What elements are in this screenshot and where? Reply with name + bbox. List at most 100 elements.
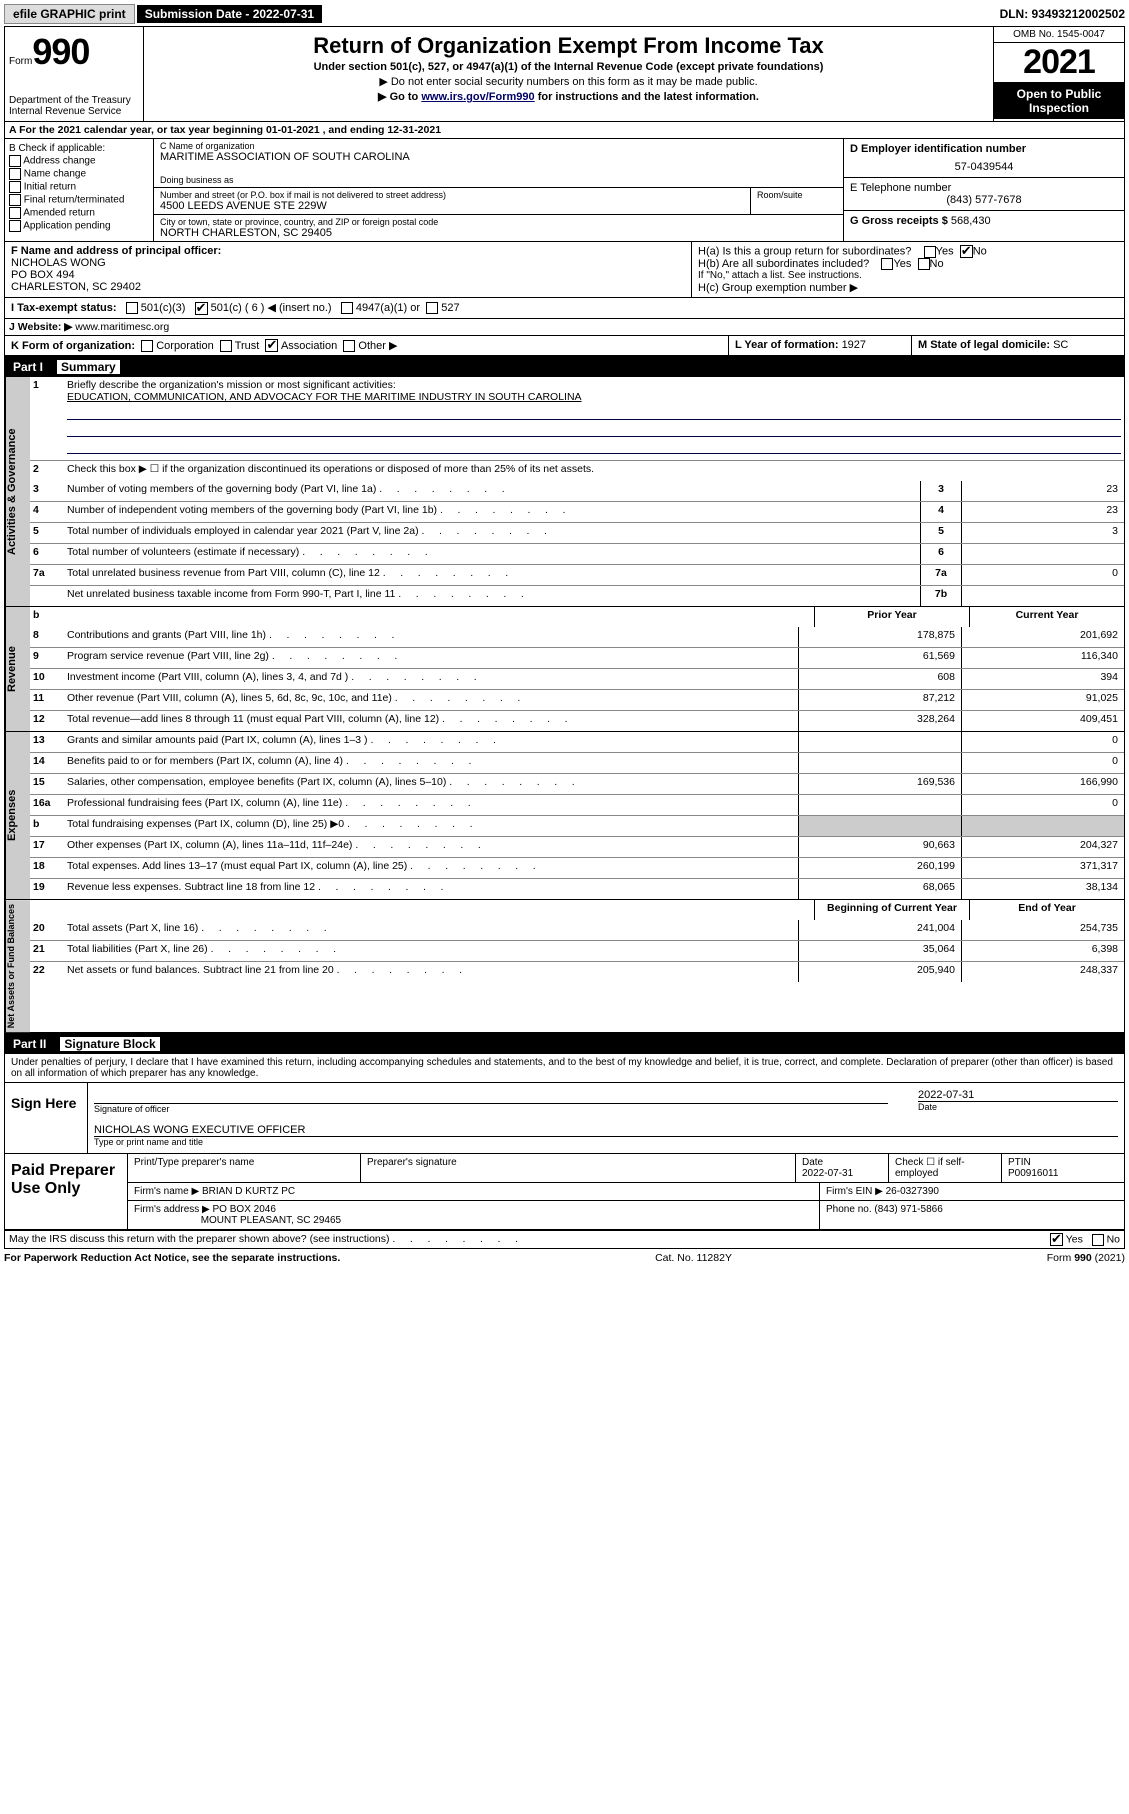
discuss-row: May the IRS discuss this return with the…	[5, 1231, 1124, 1248]
footer-right: Form 990 (2021)	[1047, 1252, 1125, 1264]
row-k: K Form of organization: Corporation Trus…	[5, 336, 1124, 358]
form-container: Form990 Department of the Treasury Inter…	[4, 26, 1125, 1249]
k-trust[interactable]	[220, 340, 232, 352]
sig-date-label: Date	[918, 1102, 1118, 1112]
firm-ein: 26-0327390	[886, 1186, 939, 1197]
b-heading: B Check if applicable:	[9, 143, 149, 154]
print-name-label: Type or print name and title	[94, 1137, 1118, 1147]
chk-amended[interactable]	[9, 207, 21, 219]
form-number: 990	[32, 31, 89, 72]
ha-no[interactable]	[960, 245, 973, 258]
chk-final[interactable]	[9, 194, 21, 206]
name-label: C Name of organization	[160, 141, 837, 151]
sub3-pre: ▶ Go to	[378, 91, 421, 103]
k-assoc[interactable]	[265, 339, 278, 352]
addr-label: Number and street (or P.O. box if mail i…	[160, 190, 744, 200]
footer-left: For Paperwork Reduction Act Notice, see …	[4, 1252, 340, 1264]
room-label: Room/suite	[757, 190, 837, 200]
col-c: C Name of organization MARITIME ASSOCIAT…	[154, 139, 843, 241]
table-row: 18Total expenses. Add lines 13–17 (must …	[30, 857, 1124, 878]
vert-net: Net Assets or Fund Balances	[5, 900, 30, 1032]
i-501c3[interactable]	[126, 302, 138, 314]
summary-row: 7aTotal unrelated business revenue from …	[30, 564, 1124, 585]
paid-preparer-block: Paid Preparer Use Only Print/Type prepar…	[5, 1154, 1124, 1231]
form-header: Form990 Department of the Treasury Inter…	[5, 27, 1124, 122]
hb-no[interactable]	[918, 258, 930, 270]
vert-exp: Expenses	[5, 732, 30, 899]
table-row: 19Revenue less expenses. Subtract line 1…	[30, 878, 1124, 899]
ha-label: H(a) Is this a group return for subordin…	[698, 245, 911, 257]
table-row: 22Net assets or fund balances. Subtract …	[30, 961, 1124, 982]
end-year-hdr: End of Year	[969, 900, 1124, 920]
table-row: 13Grants and similar amounts paid (Part …	[30, 732, 1124, 752]
vert-rev: Revenue	[5, 607, 30, 731]
revenue-section: Revenue b Prior Year Current Year 8Contr…	[5, 607, 1124, 732]
k-corp[interactable]	[141, 340, 153, 352]
col-b-checkboxes: B Check if applicable: Address change Na…	[5, 139, 154, 241]
hb-note: If "No," attach a list. See instructions…	[698, 270, 1118, 281]
hb-yes[interactable]	[881, 258, 893, 270]
sign-here-label: Sign Here	[5, 1083, 88, 1153]
sub1: Under section 501(c), 527, or 4947(a)(1)…	[314, 61, 824, 73]
street-addr: 4500 LEEDS AVENUE STE 229W	[160, 200, 744, 212]
table-row: 15Salaries, other compensation, employee…	[30, 773, 1124, 794]
submission-date: Submission Date - 2022-07-31	[137, 5, 322, 23]
website-url[interactable]: www.maritimesc.org	[75, 321, 169, 333]
paid-label: Paid Preparer Use Only	[5, 1154, 128, 1229]
state-domicile: SC	[1053, 339, 1068, 351]
netassets-section: Net Assets or Fund Balances Beginning of…	[5, 900, 1124, 1034]
activities-governance: Activities & Governance 1 Briefly descri…	[5, 377, 1124, 607]
gross-value: 568,430	[951, 215, 991, 227]
firm-phone: (843) 971-5866	[874, 1204, 942, 1215]
tax-year: 2021	[994, 43, 1124, 83]
chk-pending[interactable]	[9, 220, 21, 232]
dln: DLN: 93493212002502	[1000, 7, 1125, 21]
summary-row: Net unrelated business taxable income fr…	[30, 585, 1124, 606]
officer-addr1: PO BOX 494	[11, 269, 685, 281]
prep-date: 2022-07-31	[802, 1168, 853, 1179]
discuss-q: May the IRS discuss this return with the…	[9, 1233, 1050, 1246]
city-state: NORTH CHARLESTON, SC 29405	[160, 227, 837, 239]
dba-label: Doing business as	[160, 175, 837, 185]
sub2: ▶ Do not enter social security numbers o…	[152, 75, 985, 88]
officer-print-name: NICHOLAS WONG EXECUTIVE OFFICER	[94, 1124, 1118, 1136]
firm-addr2: MOUNT PLEASANT, SC 29465	[201, 1215, 341, 1226]
i-527[interactable]	[426, 302, 438, 314]
row-a: A For the 2021 calendar year, or tax yea…	[5, 122, 1124, 139]
begin-year-hdr: Beginning of Current Year	[814, 900, 969, 920]
sub3-post: for instructions and the latest informat…	[535, 91, 759, 103]
table-row: 11Other revenue (Part VIII, column (A), …	[30, 689, 1124, 710]
form-title: Return of Organization Exempt From Incom…	[152, 33, 985, 59]
irs-link[interactable]: www.irs.gov/Form990	[421, 91, 534, 103]
part2-header: Part II Signature Block	[5, 1034, 1124, 1054]
current-year-hdr: Current Year	[969, 607, 1124, 627]
prep-name-hdr: Print/Type preparer's name	[128, 1154, 360, 1182]
table-row: 14Benefits paid to or for members (Part …	[30, 752, 1124, 773]
dept-label: Department of the Treasury Internal Reve…	[9, 95, 139, 117]
k-other[interactable]	[343, 340, 355, 352]
firm-addr1: PO BOX 2046	[213, 1204, 276, 1215]
summary-row: 4Number of independent voting members of…	[30, 501, 1124, 522]
ein-label: D Employer identification number	[850, 143, 1118, 155]
table-row: 21Total liabilities (Part X, line 26)35,…	[30, 940, 1124, 961]
mission-text: EDUCATION, COMMUNICATION, AND ADVOCACY F…	[67, 391, 582, 403]
discuss-yes[interactable]	[1050, 1233, 1063, 1246]
gross-label: G Gross receipts $	[850, 215, 951, 227]
chk-address[interactable]	[9, 155, 21, 167]
open-inspection: Open to Public Inspection	[994, 83, 1124, 119]
prep-sig-hdr: Preparer's signature	[360, 1154, 795, 1182]
table-row: 9Program service revenue (Part VIII, lin…	[30, 647, 1124, 668]
firm-name: BRIAN D KURTZ PC	[202, 1186, 295, 1197]
i-501c[interactable]	[195, 302, 208, 315]
discuss-no[interactable]	[1092, 1234, 1104, 1246]
top-toolbar: efile GRAPHIC print Submission Date - 20…	[4, 4, 1125, 24]
f-label: F Name and address of principal officer:	[11, 245, 685, 257]
efile-btn[interactable]: efile GRAPHIC print	[4, 4, 135, 24]
chk-initial[interactable]	[9, 181, 21, 193]
summary-row: 3Number of voting members of the governi…	[30, 481, 1124, 501]
table-row: 8Contributions and grants (Part VIII, li…	[30, 627, 1124, 647]
chk-name[interactable]	[9, 168, 21, 180]
ha-yes[interactable]	[924, 246, 936, 258]
i-4947[interactable]	[341, 302, 353, 314]
row-i: I Tax-exempt status: 501(c)(3) 501(c) ( …	[5, 298, 1124, 319]
